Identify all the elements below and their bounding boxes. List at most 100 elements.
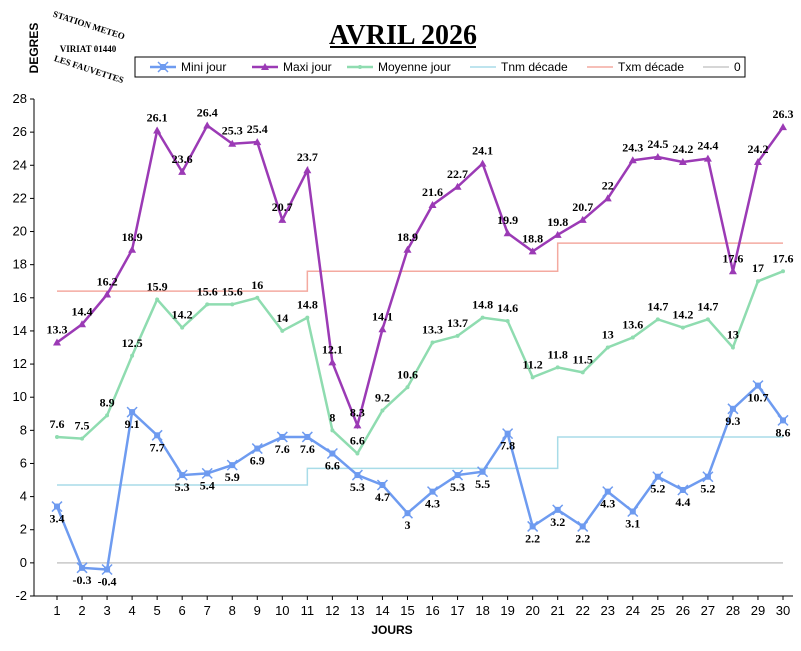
data-point-moyenne-jour <box>380 408 385 413</box>
data-point-maxi-jour <box>378 325 387 333</box>
data-point-maxi-jour <box>753 157 762 165</box>
data-point-mini-jour-stroke <box>452 469 464 481</box>
data-point-mini-jour <box>702 471 714 483</box>
data-label-mini-jour: 10.7 <box>747 391 768 405</box>
legend-box <box>134 56 746 78</box>
data-point-mini-jour <box>477 466 489 478</box>
data-point-maxi-jour <box>78 320 87 328</box>
data-point-mini-jour <box>777 414 789 426</box>
data-label-mini-jour: 4.3 <box>425 497 440 511</box>
x-tick-label: 23 <box>601 603 615 618</box>
data-label-mini-jour: 7.7 <box>150 440 165 454</box>
data-point-mini-jour <box>201 467 213 479</box>
data-point-mini-jour-stroke <box>702 471 714 483</box>
x-tick-label: 1 <box>53 603 60 618</box>
data-point-maxi-jour <box>253 138 262 146</box>
data-label-maxi-jour: 26.4 <box>197 106 218 120</box>
data-point-maxi-jour <box>528 247 537 255</box>
legend-marker-mini-jour-stroke <box>157 61 169 73</box>
data-point-mini-jour <box>126 406 138 418</box>
data-point-moyenne-jour <box>55 434 59 439</box>
x-tick-label: 15 <box>400 603 414 618</box>
data-point-mini-jour <box>376 479 388 491</box>
data-point-mini-jour-stroke <box>602 486 614 498</box>
y-tick-label: 18 <box>13 257 27 272</box>
data-point-moyenne-jour <box>205 302 210 307</box>
data-label-maxi-jour: 24.5 <box>647 137 668 151</box>
data-label-maxi-jour: 25.4 <box>247 122 268 136</box>
data-point-moyenne-jour <box>680 325 685 330</box>
data-label-mini-jour: 7.8 <box>500 439 515 453</box>
data-label-mini-jour: 7.6 <box>300 442 315 456</box>
data-point-maxi-jour <box>353 421 362 429</box>
data-point-mini-jour-stroke <box>151 429 163 441</box>
x-tick-label: 2 <box>78 603 85 618</box>
data-label-maxi-jour: 17.6 <box>722 251 743 265</box>
data-point-moyenne-jour <box>530 375 535 380</box>
x-tick-label: 11 <box>301 603 315 618</box>
data-point-mini-jour-stroke <box>652 471 664 483</box>
data-label-maxi-jour: 8.3 <box>350 405 365 419</box>
y-tick-label: 2 <box>20 522 27 537</box>
data-label-mini-jour: 6.6 <box>325 459 340 473</box>
data-label-moyenne-jour: 15.9 <box>147 279 168 293</box>
data-label-maxi-jour: 22 <box>602 178 614 192</box>
data-label-maxi-jour: 13.3 <box>47 323 68 337</box>
data-label-mini-jour: 7.6 <box>275 442 290 456</box>
y-tick-label: 22 <box>13 190 27 205</box>
data-label-maxi-jour: 24.1 <box>472 144 493 158</box>
data-label-maxi-jour: 18.8 <box>522 231 543 245</box>
data-label-maxi-jour: 20.7 <box>272 200 293 214</box>
y-tick-label: 16 <box>13 290 27 305</box>
data-label-mini-jour: 9.3 <box>725 414 740 428</box>
data-label-maxi-jour: 19.8 <box>547 215 568 229</box>
data-point-mini-jour <box>627 505 639 518</box>
data-label-mini-jour: 3 <box>404 518 410 532</box>
data-label-mini-jour: 4.3 <box>600 497 615 511</box>
data-label-mini-jour: 5.3 <box>350 480 365 494</box>
data-label-moyenne-jour: 10.6 <box>397 367 418 381</box>
x-axis-label: JOURS <box>371 623 412 637</box>
data-point-moyenne-jour <box>505 318 510 323</box>
data-point-moyenne-jour <box>305 315 310 320</box>
data-label-maxi-jour: 24.2 <box>747 142 768 156</box>
x-tick-label: 27 <box>701 603 715 618</box>
data-label-mini-jour: 5.2 <box>650 482 665 496</box>
data-label-moyenne-jour: 14.7 <box>647 299 668 313</box>
data-point-mini-jour <box>176 469 188 481</box>
data-label-mini-jour: 6.9 <box>250 454 265 468</box>
data-point-mini-jour <box>752 380 764 392</box>
data-point-mini-jour-stroke <box>126 406 138 418</box>
data-point-moyenne-jour <box>781 269 785 274</box>
x-tick-label: 7 <box>204 603 211 618</box>
data-label-moyenne-jour: 11.8 <box>548 347 568 361</box>
data-label-maxi-jour: 25.3 <box>222 124 243 138</box>
data-label-maxi-jour: 22.7 <box>447 167 468 181</box>
data-point-mini-jour <box>577 520 589 532</box>
x-tick-label: 17 <box>450 603 464 618</box>
data-label-mini-jour: 3.2 <box>550 515 565 529</box>
data-label-moyenne-jour: 14.2 <box>672 308 693 322</box>
data-point-mini-jour-stroke <box>351 469 363 481</box>
data-point-maxi-jour <box>578 215 587 223</box>
x-tick-label: 24 <box>626 603 640 618</box>
data-point-maxi-jour <box>779 123 787 131</box>
data-label-mini-jour: 4.7 <box>375 490 390 504</box>
series-line-moyenne-jour <box>56 270 784 456</box>
x-tick-label: 25 <box>651 603 665 618</box>
data-label-moyenne-jour: 8.9 <box>100 395 115 409</box>
data-point-mini-jour-stroke <box>677 484 689 496</box>
data-label-mini-jour: 5.3 <box>175 480 190 494</box>
data-label-moyenne-jour: 12.5 <box>122 336 143 350</box>
chart-legend: Mini jour Maxi jour Moyenne jour Tnm décade… <box>134 56 746 78</box>
data-point-mini-jour <box>552 504 564 516</box>
data-point-mini-jour-stroke <box>577 520 589 532</box>
data-point-mini-jour <box>401 507 414 519</box>
data-point-moyenne-jour <box>605 345 610 350</box>
data-point-moyenne-jour <box>330 428 335 433</box>
data-label-mini-jour: 9.1 <box>125 417 140 431</box>
data-point-mini-jour-stroke <box>201 467 213 479</box>
data-point-moyenne-jour <box>455 333 460 338</box>
data-point-mini-jour-stroke <box>401 507 414 519</box>
data-label-maxi-jour: 21.6 <box>422 185 443 199</box>
